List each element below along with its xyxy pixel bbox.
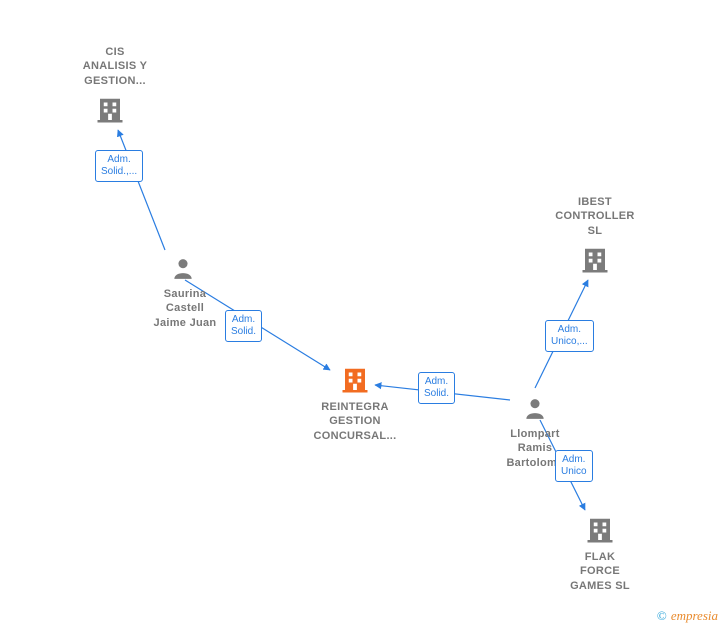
node-label: SaurinaCastellJaime Juan: [140, 287, 230, 330]
node-reintegra[interactable]: REINTEGRAGESTIONCONCURSAL...: [300, 400, 410, 443]
node-label: CISANALISIS YGESTION...: [70, 45, 160, 88]
building-icon: [580, 245, 610, 275]
node-cis[interactable]: CISANALISIS YGESTION...: [70, 45, 160, 88]
watermark: © empresia: [657, 608, 718, 624]
edge-label: Adm. Unico,...: [545, 320, 594, 352]
building-icon: [585, 515, 615, 545]
building-icon: [95, 95, 125, 125]
person-icon: [522, 395, 548, 421]
node-label: FLAKFORCEGAMES SL: [550, 550, 650, 593]
edge-label: Adm. Solid.: [225, 310, 262, 342]
node-label: IBESTCONTROLLERSL: [545, 195, 645, 238]
edge-label: Adm. Solid.: [418, 372, 455, 404]
node-label: REINTEGRAGESTIONCONCURSAL...: [300, 400, 410, 443]
edge-label: Adm. Unico: [555, 450, 593, 482]
copyright-symbol: ©: [657, 608, 667, 623]
edge-label: Adm. Solid.,...: [95, 150, 143, 182]
node-saurina[interactable]: SaurinaCastellJaime Juan: [140, 200, 230, 330]
person-icon: [170, 255, 196, 281]
diagram-canvas: CISANALISIS YGESTION... SaurinaCastellJa…: [0, 0, 728, 630]
building-icon: [340, 365, 370, 395]
node-flak[interactable]: FLAKFORCEGAMES SL: [550, 550, 650, 593]
watermark-brand: empresia: [671, 608, 718, 623]
node-ibest[interactable]: IBESTCONTROLLERSL: [545, 195, 645, 238]
